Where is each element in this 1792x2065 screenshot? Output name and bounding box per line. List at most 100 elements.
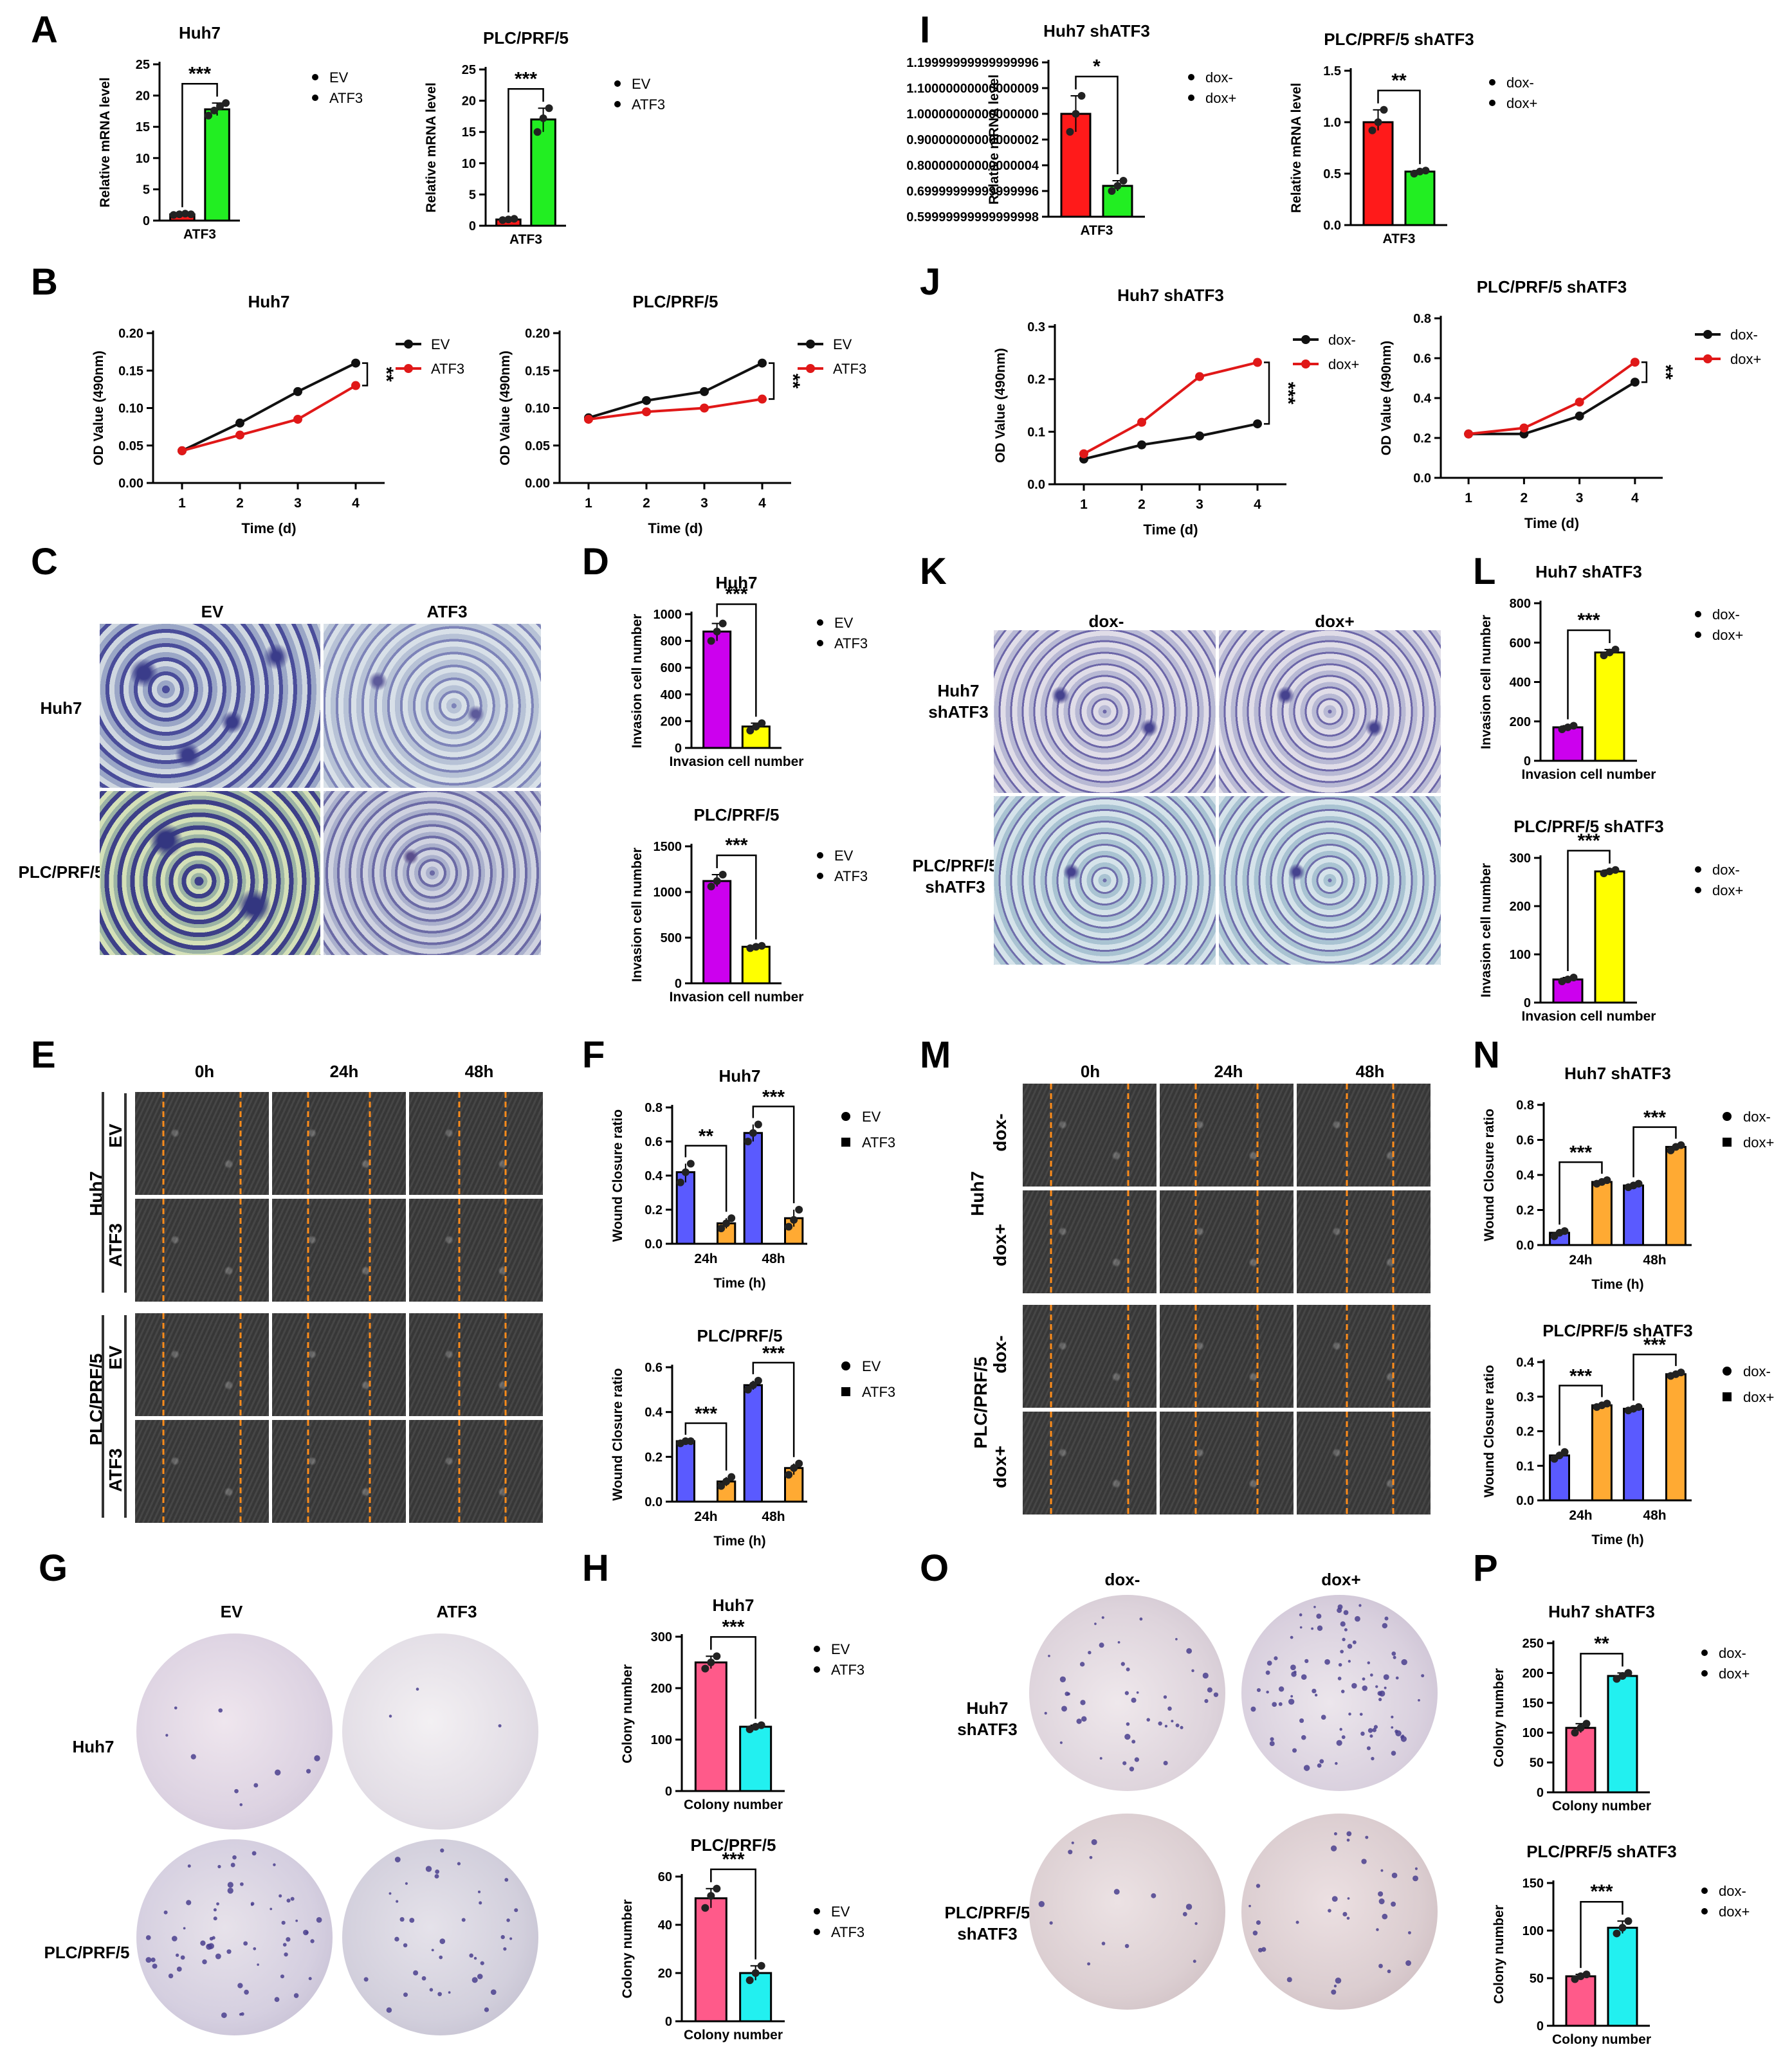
data-point: [1603, 1399, 1611, 1408]
chart-title: PLC/PRF/5: [483, 28, 569, 48]
y-tick-label: 0: [1537, 2019, 1544, 2033]
data-point: [1611, 645, 1620, 653]
line-ATF3: [181, 384, 357, 452]
wound-image: [1160, 1190, 1294, 1293]
wound-edges: [1346, 1084, 1394, 1187]
e-col-0h: 0h: [194, 1062, 215, 1081]
data-point: [1598, 1401, 1606, 1410]
y-tick-label: 20: [136, 89, 150, 104]
data-point: [707, 1892, 715, 1900]
x-tick-label: 2: [1138, 497, 1146, 512]
data-point: [751, 1723, 760, 1731]
x-tick-label: 3: [700, 496, 708, 511]
y-tick-label: 1000: [654, 886, 682, 900]
y-tick-label: 0.0: [645, 1495, 663, 1509]
data-point: [1564, 723, 1572, 731]
y-tick-label: 1.19999999999999996: [906, 56, 1039, 70]
y-tick-label: 0.4: [645, 1406, 663, 1420]
wound-image: [409, 1420, 543, 1523]
line-point-dox-: [1575, 411, 1584, 421]
x-tick-label: 4: [1631, 491, 1639, 505]
legend-label: dox+: [1743, 1389, 1774, 1405]
x-axis-label: Colony number: [1552, 2032, 1651, 2047]
data-point: [539, 114, 547, 122]
legend-label: EV: [834, 848, 854, 864]
chart-title: Huh7 shATF3: [1548, 1602, 1655, 1621]
bar-ATF3: [739, 1725, 773, 1792]
significance-bracket: [752, 1361, 795, 1457]
significance-label: ***: [1643, 1334, 1666, 1356]
line-point-dox+: [1137, 417, 1146, 427]
bar-dox+: [1102, 185, 1133, 218]
k-photo-plc-doxpos: [1219, 796, 1441, 965]
data-point: [1603, 1176, 1611, 1185]
data-point: [727, 1214, 736, 1223]
line-point-dox-: [1195, 431, 1204, 441]
significance-bracket: [1580, 1653, 1623, 1718]
chart-title: Huh7: [713, 1596, 754, 1615]
y-tick-label: 0.0: [1027, 478, 1045, 492]
y-tick-label: 5: [143, 183, 150, 197]
chart-title: PLC/PRF/5 shATF3: [1324, 30, 1474, 49]
line-point-dox-: [1253, 419, 1262, 429]
y-axis-label: OD Value (490nm): [91, 350, 106, 466]
data-point: [1558, 978, 1566, 985]
c-photo-huh7-atf3: [324, 624, 541, 788]
o-col-doxpos: dox+: [1321, 1570, 1361, 1589]
data-point: [713, 1652, 721, 1660]
significance-label: ***: [725, 584, 747, 605]
bar-EV-24h: [675, 1171, 695, 1245]
data-point: [1368, 126, 1376, 134]
chart-P2-group: PLC/PRF/5 shATF3 0 50 100 150 Colony number Co…: [1492, 1842, 1750, 2047]
chart-title: Huh7: [248, 292, 290, 311]
y-tick-label: 400: [661, 688, 682, 702]
bar-EV: [694, 1661, 727, 1792]
y-axis-label: Wound Closure ratio: [610, 1109, 625, 1242]
y-tick-label: 0: [1537, 1786, 1544, 1800]
bar-EV: [702, 630, 732, 749]
o-row-plc: PLC/PRF/5 shATF3: [944, 1903, 1030, 1943]
data-point: [1550, 1232, 1559, 1241]
line-point-dox-: [1519, 429, 1529, 439]
data-point: [1672, 1370, 1680, 1378]
y-axis-label: Colony number: [1492, 1668, 1506, 1767]
chart-P1-group: Huh7 shATF3 0 50 100 150 200 250 Colony number C…: [1492, 1602, 1750, 1814]
data-point: [181, 210, 189, 218]
bar-ATF3-24h: [717, 1222, 736, 1245]
y-tick-label: 0.2: [1516, 1204, 1534, 1218]
y-tick-label: 300: [651, 1630, 672, 1644]
line-point-ATF3: [293, 414, 302, 424]
chart-title: Huh7 shATF3: [1535, 562, 1642, 581]
y-tick-label: 10: [136, 152, 150, 166]
significance-bracket: [1632, 1126, 1677, 1178]
data-point: [746, 726, 754, 734]
significance-label: ***: [725, 835, 747, 856]
significance-bracket: [710, 1868, 756, 1960]
x-axis-label: Invasion cell number: [670, 990, 804, 1005]
data-point: [718, 619, 727, 628]
legend-label: EV: [862, 1358, 881, 1374]
wound-image: [135, 1092, 269, 1195]
bar-EV-48h: [743, 1132, 763, 1245]
bar-ATF3-24h: [717, 1480, 736, 1503]
legend-marker: [841, 1112, 850, 1121]
y-tick-label: 1500: [654, 840, 682, 854]
legend-label: EV: [833, 336, 852, 352]
x-tick-label: 1: [1465, 491, 1472, 505]
line-point-ATF3: [642, 407, 651, 417]
data-point: [686, 1437, 695, 1445]
data-point: [1672, 1143, 1680, 1151]
data-point: [1598, 1178, 1606, 1186]
data-point: [187, 210, 195, 219]
x-tick-label: 3: [294, 496, 302, 511]
line-EV: [588, 361, 763, 419]
g-dish-huh7-atf3: [342, 1633, 538, 1830]
c-photo-huh7-ev: [100, 624, 320, 788]
data-point: [718, 871, 727, 879]
data-point: [1629, 1405, 1638, 1413]
y-tick-label: 0.10: [118, 402, 143, 416]
y-tick-label: 0.15: [525, 364, 550, 378]
e-wound-grid: [135, 1092, 543, 1523]
significance-bracket: [716, 603, 757, 717]
data-point: [1593, 1179, 1601, 1188]
